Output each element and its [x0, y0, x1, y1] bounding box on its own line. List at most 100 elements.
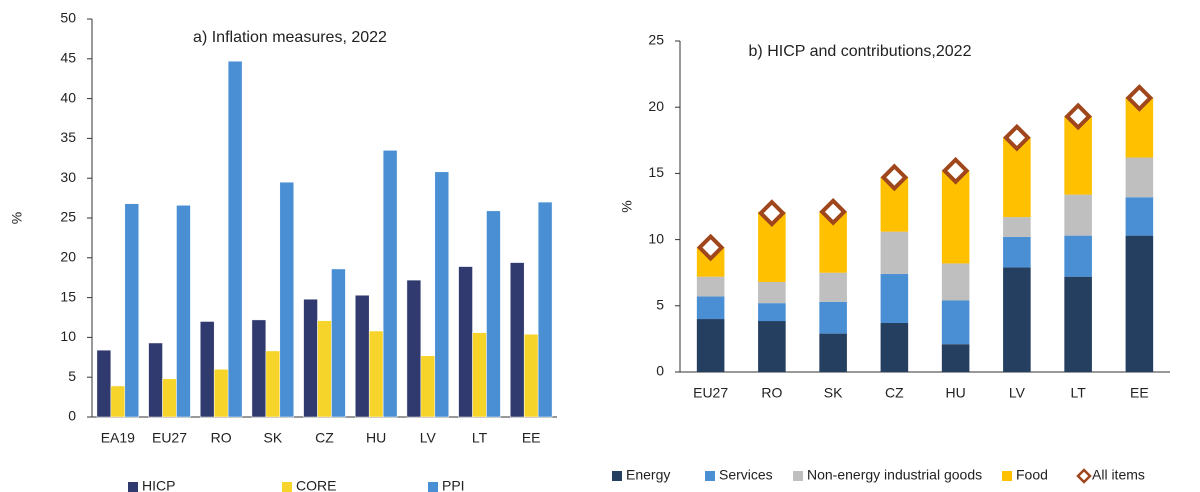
bar-segment	[1003, 217, 1031, 237]
bar-segment	[1125, 197, 1154, 236]
y-tick-label: 0	[68, 408, 76, 424]
legend-label: Energy	[626, 467, 670, 483]
bar	[303, 298, 318, 418]
chart-title: a) Inflation measures, 2022	[193, 29, 387, 46]
marker	[1064, 102, 1092, 131]
bar	[213, 368, 229, 418]
legend-label: Services	[719, 467, 773, 483]
y-tick-label: 40	[60, 89, 76, 105]
bar	[537, 201, 553, 418]
bar-segment	[880, 274, 909, 324]
bar	[110, 385, 126, 418]
x-tick-label: CZ	[315, 430, 334, 446]
legend-swatch	[793, 471, 803, 481]
bar-segment	[880, 323, 909, 372]
bar-segment	[1003, 267, 1031, 372]
marker	[1125, 84, 1154, 112]
x-tick-label: EU27	[693, 385, 728, 401]
bar	[406, 279, 422, 418]
marker	[880, 163, 909, 192]
bar	[523, 333, 539, 418]
bar	[317, 320, 332, 418]
bar-segment	[696, 319, 725, 372]
bar	[458, 266, 473, 418]
legend-swatch	[428, 482, 438, 492]
legend-swatch	[282, 482, 292, 492]
bar	[199, 321, 215, 418]
bar	[251, 319, 267, 418]
legend-swatch	[1002, 471, 1012, 481]
bar-segment	[941, 300, 970, 345]
bar-segment	[1064, 276, 1092, 372]
marker	[819, 197, 847, 226]
bar	[96, 349, 112, 418]
bar	[434, 171, 450, 418]
y-tick-label: 0	[656, 363, 664, 379]
bar-segment	[758, 321, 786, 372]
legend-label: All items	[1092, 467, 1145, 483]
bar	[486, 210, 501, 418]
bar	[420, 355, 436, 418]
bar	[176, 205, 191, 418]
bar	[509, 262, 525, 418]
bar-segment	[819, 333, 847, 372]
x-tick-label: LT	[472, 430, 488, 446]
bar	[354, 294, 370, 418]
bar	[279, 181, 295, 418]
legend-swatch	[612, 471, 622, 481]
y-tick-label: 50	[60, 10, 76, 26]
legend-label: PPI	[442, 478, 465, 492]
y-tick-label: 5	[68, 368, 76, 384]
bar-segment	[696, 296, 725, 320]
bar-segment	[1003, 236, 1031, 268]
x-tick-label: LT	[1070, 385, 1086, 401]
y-tick-label: 30	[60, 169, 76, 185]
bar	[382, 150, 398, 418]
y-tick-label: 20	[648, 98, 664, 114]
marker	[758, 199, 786, 227]
legend-label: Non-energy industrial goods	[807, 467, 982, 483]
x-tick-label: SK	[824, 385, 843, 401]
legend-swatch	[705, 471, 715, 481]
legend-label: CORE	[296, 478, 336, 492]
bar	[148, 342, 163, 418]
bar-segment	[758, 281, 786, 304]
bar-segment	[819, 301, 847, 334]
marker	[696, 233, 725, 262]
bar-segment	[696, 276, 725, 297]
y-tick-label: 15	[60, 288, 76, 304]
x-tick-label: HU	[366, 430, 386, 446]
bar-segment	[941, 170, 970, 264]
bar-segment	[1125, 235, 1154, 372]
bar-segment	[1125, 157, 1154, 198]
bar-segment	[1064, 194, 1092, 236]
x-tick-label: HU	[946, 385, 966, 401]
y-tick-label: 15	[648, 164, 664, 180]
legend-swatch	[128, 482, 138, 492]
x-tick-label: CZ	[885, 385, 904, 401]
bar	[162, 378, 177, 418]
bar	[124, 203, 140, 418]
y-tick-label: 10	[60, 328, 76, 344]
bar	[368, 330, 384, 418]
x-tick-label: EE	[522, 430, 541, 446]
legend-marker	[1076, 468, 1092, 484]
bar	[472, 332, 487, 418]
bar-segment	[941, 344, 970, 372]
marker	[941, 156, 970, 185]
legend-label: HICP	[142, 478, 175, 492]
bar-segment	[941, 263, 970, 301]
bar-segment	[880, 231, 909, 275]
y-tick-label: 25	[648, 32, 664, 48]
x-tick-label: LV	[1009, 385, 1026, 401]
marker	[1003, 123, 1031, 152]
y-tick-label: 25	[60, 209, 76, 225]
x-tick-label: RO	[761, 385, 782, 401]
x-tick-label: LV	[420, 430, 437, 446]
bar-segment	[819, 272, 847, 302]
bar	[227, 60, 243, 418]
bar-segment	[1064, 235, 1092, 277]
y-tick-label: 10	[648, 230, 664, 246]
chart-title: b) HICP and contributions,2022	[749, 43, 972, 60]
